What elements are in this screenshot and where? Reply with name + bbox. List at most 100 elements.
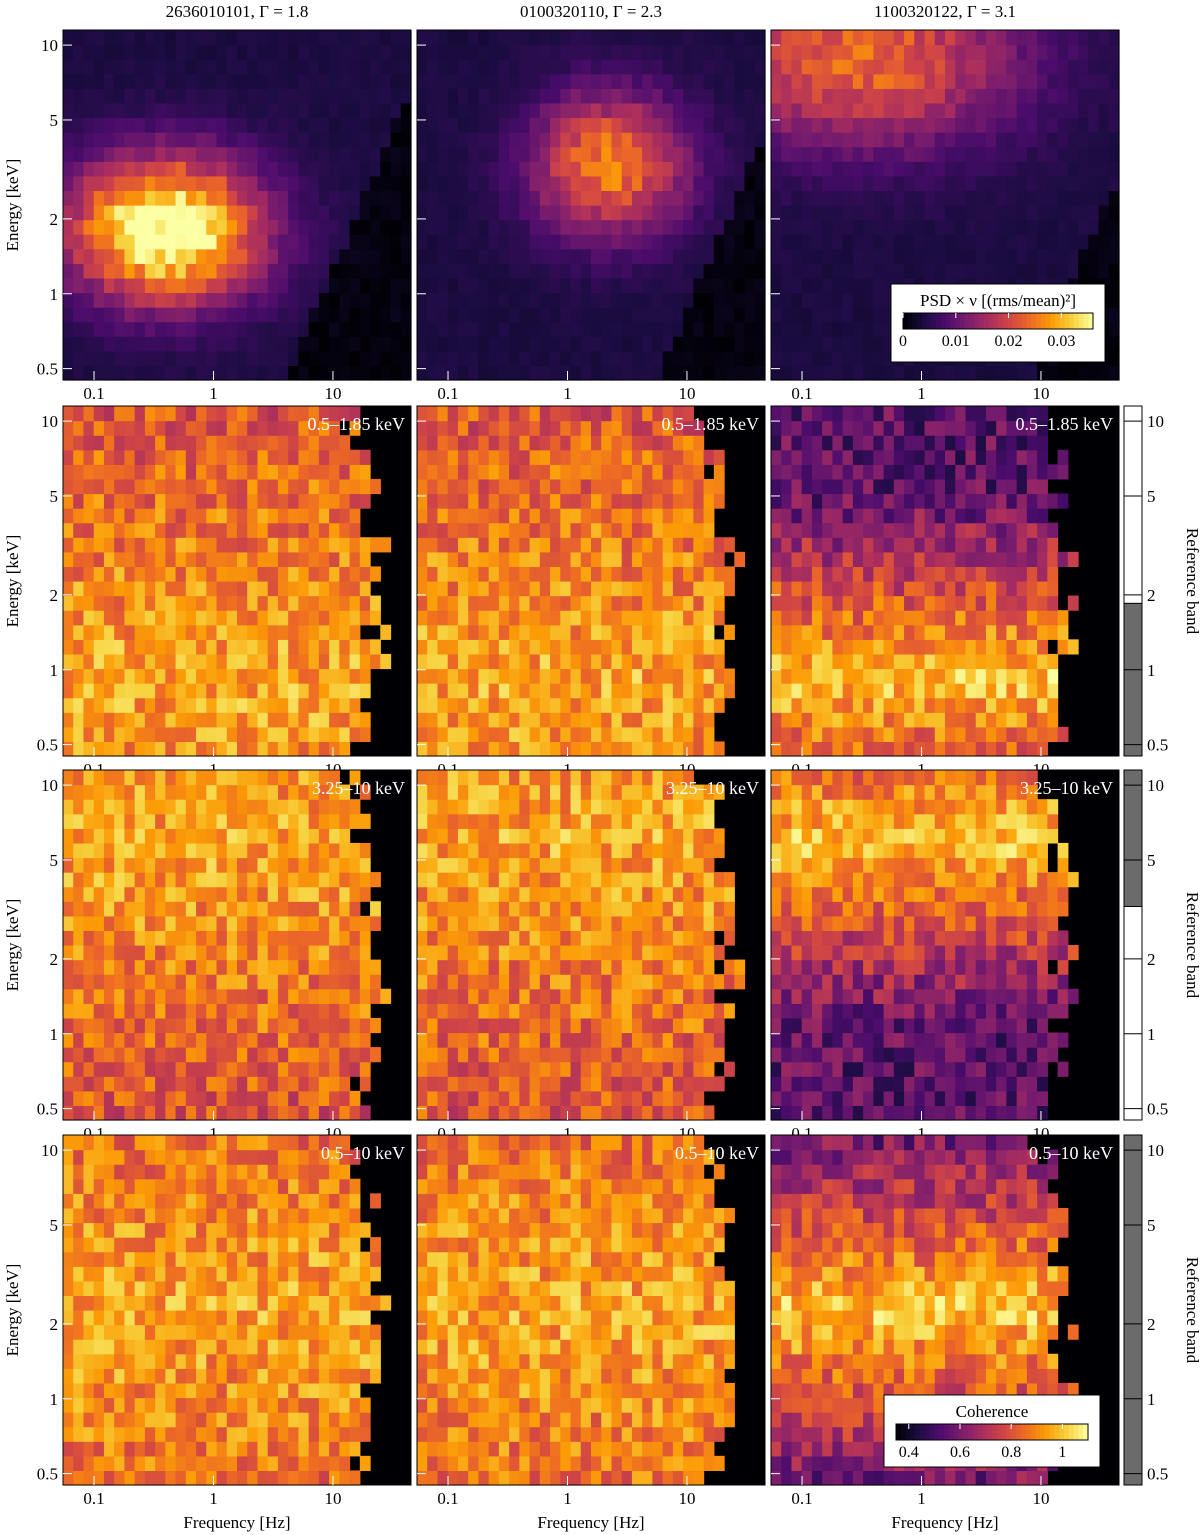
heatmap-cell — [539, 653, 551, 670]
heatmap-cell — [611, 234, 623, 250]
heatmap-cell — [985, 420, 997, 436]
heatmap-cell — [852, 435, 864, 451]
heatmap-cell — [437, 508, 449, 524]
heatmap-cell — [93, 73, 105, 89]
heatmap-cell — [93, 44, 105, 60]
heatmap-cell — [1016, 88, 1028, 104]
heatmap-cell — [539, 493, 551, 509]
heatmap-cell — [216, 566, 228, 582]
heatmap-cell — [945, 493, 956, 509]
heatmap-cell — [63, 406, 74, 422]
heatmap-cell — [811, 595, 823, 611]
heatmap-cell — [155, 842, 166, 859]
heatmap-cell — [206, 566, 218, 582]
heatmap-cell — [550, 59, 561, 75]
heatmap-cell — [417, 30, 428, 46]
heatmap-cell — [570, 161, 582, 177]
heatmap-cell — [114, 59, 126, 75]
heatmap-cell — [1037, 406, 1048, 422]
heatmap-cell — [237, 537, 248, 553]
heatmap-cell — [457, 365, 469, 381]
heatmap-cell — [370, 248, 381, 264]
heatmap-cell — [114, 175, 126, 192]
heatmap-cell — [611, 508, 623, 524]
heatmap-cell — [591, 132, 602, 148]
heatmap-cell — [93, 146, 105, 162]
heatmap-cell — [226, 277, 238, 294]
heatmap-cell — [144, 974, 156, 990]
heatmap-cell — [247, 493, 259, 509]
heatmap-cell — [349, 639, 361, 655]
heatmap-cell — [914, 610, 926, 626]
heatmap-cell — [1047, 73, 1059, 89]
heatmap-cell — [621, 435, 633, 451]
heatmap-cell — [955, 537, 967, 553]
heatmap-cell — [175, 336, 187, 352]
heatmap-cell — [550, 551, 561, 568]
heatmap-cell — [447, 321, 459, 337]
heatmap-cell — [771, 117, 782, 133]
heatmap-cell — [83, 522, 95, 538]
heatmap-cell — [124, 901, 136, 917]
heatmap-cell — [883, 610, 895, 626]
heatmap-cell — [924, 449, 936, 465]
heatmap-cell — [965, 175, 977, 192]
heatmap-cell — [621, 292, 633, 308]
heatmap-cell — [437, 624, 449, 640]
heatmap-cell — [103, 336, 115, 352]
heatmap-cell — [580, 277, 592, 294]
heatmap-cell — [478, 683, 490, 699]
heatmap-cell — [308, 420, 320, 436]
heatmap-cell — [1088, 263, 1100, 279]
heatmap-cell — [498, 624, 510, 640]
heatmap-cell — [226, 146, 238, 162]
heatmap-cell — [965, 44, 977, 60]
heatmap-cell — [447, 234, 459, 250]
heatmap-cell — [73, 842, 85, 859]
heatmap-cell — [103, 945, 115, 961]
heatmap-cell — [873, 277, 885, 294]
heatmap-cell — [863, 449, 874, 465]
heatmap-cell — [550, 146, 561, 162]
heatmap-cell — [693, 697, 705, 713]
heatmap-cell — [945, 102, 956, 119]
heatmap-cell — [488, 624, 500, 640]
heatmap-cell — [1016, 610, 1028, 626]
heatmap-cell — [914, 161, 926, 177]
heatmap-cell — [713, 205, 725, 221]
heatmap-cell — [308, 44, 320, 60]
heatmap-cell — [390, 336, 402, 352]
heatmap-cell — [955, 741, 967, 757]
heatmap-cell — [1016, 726, 1028, 743]
heatmap-cell — [83, 930, 95, 946]
heatmap-cell — [781, 175, 793, 192]
heatmap-cell — [196, 697, 207, 713]
heatmap-cell — [298, 712, 310, 728]
heatmap-cell — [83, 901, 95, 917]
heatmap-cell — [359, 190, 371, 206]
heatmap-cell — [863, 59, 874, 75]
heatmap-cell — [550, 248, 561, 264]
heatmap-cell — [134, 406, 146, 422]
heatmap-cell — [298, 234, 310, 250]
heatmap-cell — [370, 336, 381, 352]
heatmap-cell — [529, 581, 541, 597]
heatmap-cell — [883, 522, 895, 538]
heatmap-cell — [288, 277, 300, 294]
heatmap-cell — [468, 697, 480, 713]
heatmap-cell — [447, 132, 459, 148]
heatmap-cell — [165, 464, 177, 480]
heatmap-cell — [175, 161, 187, 177]
heatmap-cell — [155, 741, 166, 757]
heatmap-cell — [1016, 508, 1028, 524]
heatmap-cell — [144, 581, 156, 597]
heatmap-cell — [237, 478, 248, 495]
heatmap-cell — [437, 420, 449, 436]
heatmap-cell — [703, 132, 715, 148]
heatmap-cell — [883, 277, 895, 294]
heatmap-cell — [781, 683, 793, 699]
heatmap-cell — [247, 697, 259, 713]
heatmap-cell — [73, 1017, 85, 1034]
heatmap-cell — [1088, 88, 1100, 104]
heatmap-cell — [298, 248, 310, 264]
